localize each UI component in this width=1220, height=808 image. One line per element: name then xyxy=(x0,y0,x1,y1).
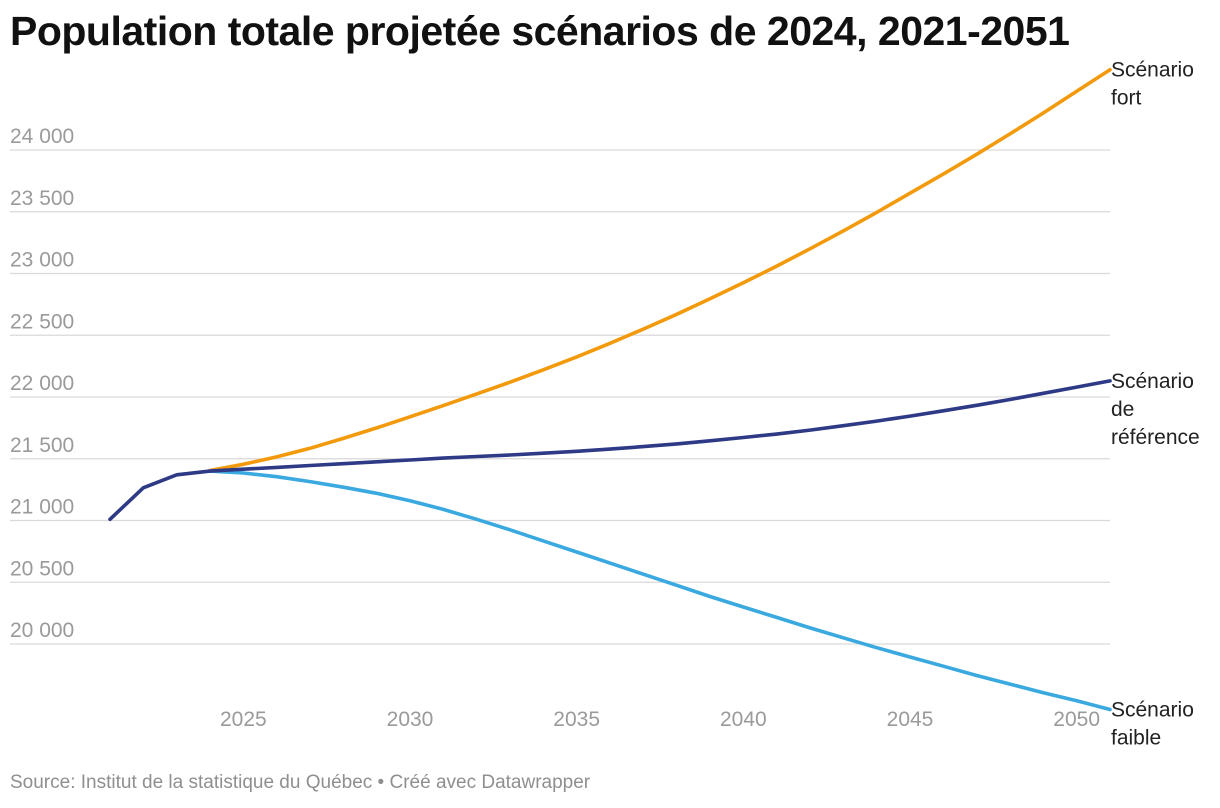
x-tick-label: 2035 xyxy=(553,708,600,731)
x-tick-label: 2050 xyxy=(1053,708,1100,731)
series-line-1 xyxy=(108,379,1112,522)
series-label-line: Scénario xyxy=(1111,698,1194,721)
series-label-line: de xyxy=(1111,398,1134,421)
y-tick-label: 23 000 xyxy=(10,249,74,272)
y-tick-label: 23 500 xyxy=(10,187,74,210)
x-tick-label: 2025 xyxy=(220,708,267,731)
series-label-0: Scénario fort xyxy=(1111,59,1194,110)
y-tick-label: 24 000 xyxy=(10,125,74,148)
x-axis-ticks: 2025 2030 2035 2040 2045 2050 xyxy=(220,708,1100,731)
y-tick-label: 21 500 xyxy=(10,434,74,457)
y-tick-label: 20 000 xyxy=(10,619,74,642)
series-labels: Scénario fort Scénario de référence Scénario f… xyxy=(1111,59,1200,750)
series-label-line: fort xyxy=(1111,87,1142,110)
series-label-line: Scénario xyxy=(1111,59,1194,82)
y-axis-ticks: 20 000 20 500 21 000 21 500 22 000 22 500 23 0… xyxy=(10,125,74,642)
series-label-2: Scénario faible xyxy=(1111,698,1194,749)
series-line-0 xyxy=(208,67,1112,473)
chart-title: Population totale projetée scénarios de … xyxy=(10,8,1070,54)
series-lines xyxy=(108,67,1112,712)
series-label-line: Scénario xyxy=(1111,370,1194,393)
source-note: Source: Institut de la statistique du Qu… xyxy=(10,772,591,793)
series-label-line: faible xyxy=(1111,726,1161,749)
y-tick-label: 22 000 xyxy=(10,372,74,395)
series-label-1: Scénario de référence xyxy=(1111,370,1200,449)
grid-lines xyxy=(10,149,1110,645)
x-tick-label: 2030 xyxy=(387,708,434,731)
y-tick-label: 22 500 xyxy=(10,310,74,333)
series-line-2 xyxy=(208,469,1112,712)
y-tick-label: 21 000 xyxy=(10,496,74,519)
series-label-line: référence xyxy=(1111,426,1200,449)
x-tick-label: 2040 xyxy=(720,708,767,731)
x-tick-label: 2045 xyxy=(887,708,934,731)
y-tick-label: 20 500 xyxy=(10,557,74,580)
